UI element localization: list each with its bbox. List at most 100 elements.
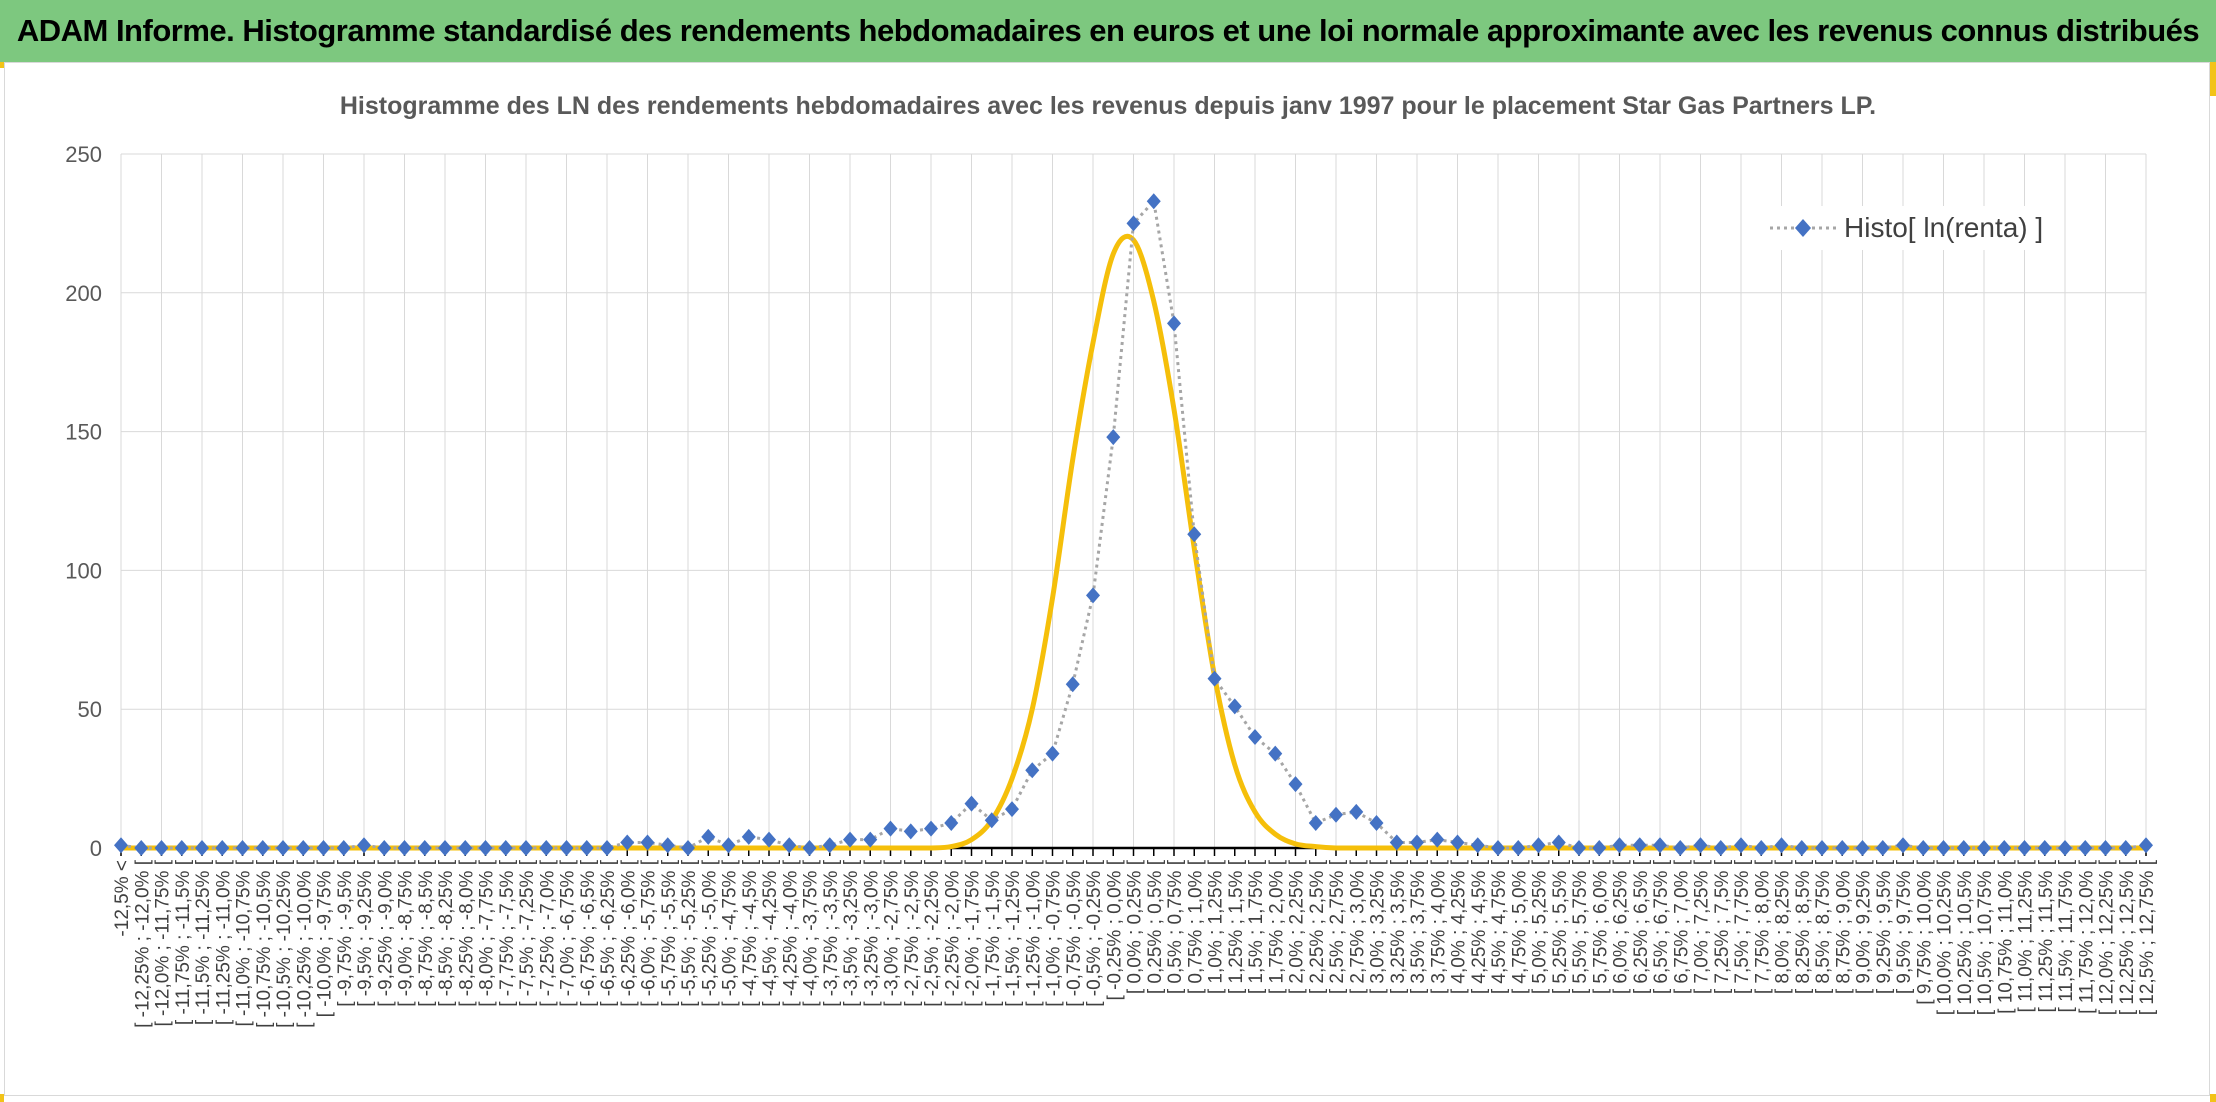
x-tick-label: [ 9,0% ; 9,25% [	[1854, 859, 1875, 994]
x-tick-label: [ -4,25% ; -4,0% [	[780, 859, 801, 1007]
x-tick-label: [ 7,5% ; 7,75% [	[1732, 859, 1753, 994]
histogram-point	[498, 840, 513, 856]
x-tick-label: [ -2,5% ; -2,25% [	[922, 859, 943, 1007]
x-tick-label: [ 7,0% ; 7,25% [	[1692, 859, 1713, 994]
x-tick-label: [ 2,0% ; 2,25% [	[1287, 859, 1308, 994]
histogram-point	[721, 837, 736, 854]
histogram-point	[1734, 837, 1748, 854]
histogram-point	[1653, 837, 1667, 854]
x-tick-label: [ 9,5% ; 9,75% [	[1894, 859, 1915, 994]
x-tick-label: [ 2,75% ; 3,0% [	[1347, 859, 1368, 994]
x-tick-label: [ 10,75% ; 11,0% [	[1995, 859, 2016, 1014]
histogram-point	[1065, 676, 1080, 693]
histogram-point	[1086, 587, 1100, 604]
x-tick-label: [ 0,75% ; 1,0% [	[1185, 859, 1206, 994]
histogram-point	[519, 840, 533, 856]
histogram-point	[1146, 193, 1161, 210]
histogram-point	[1329, 806, 1343, 823]
histogram-point	[1997, 840, 2012, 856]
histogram-point	[336, 840, 351, 856]
x-tick-label: [ 1,75% ; 2,0% [	[1266, 859, 1287, 994]
x-tick-label: [ 2,5% ; 2,75% [	[1327, 859, 1348, 994]
histogram-point	[539, 840, 554, 856]
histogram-point	[1774, 837, 1789, 854]
x-tick-label: [ -9,5% ; -9,25% [	[355, 859, 376, 1007]
histogram-point	[458, 840, 473, 856]
histogram-point	[195, 840, 209, 856]
histogram-point	[964, 795, 979, 812]
histogram-point	[1916, 840, 1931, 856]
x-tick-label: [ -11,5% ; -11,25% [	[193, 859, 214, 1025]
x-tick-label: [ -2,0% ; -1,75% [	[963, 859, 984, 1007]
x-tick-label: [ -9,0% ; -8,75% [	[396, 859, 417, 1007]
x-tick-label: [ 5,0% ; 5,25% [	[1530, 859, 1551, 994]
x-tick-label: [ 12,25% ; 12,5% [	[2117, 859, 2138, 1015]
x-tick-label: [ 6,75% ; 7,0% [	[1671, 859, 1692, 994]
x-tick-label: [ -6,5% ; -6,25% [	[598, 859, 619, 1007]
x-tick-label: [ 5,5% ; 5,75% [	[1570, 859, 1591, 994]
histogram-point	[782, 837, 797, 854]
x-tick-label: [ 11,5% ; 11,75% [	[2056, 859, 2077, 1012]
histogram-point	[1349, 803, 1364, 820]
histogram-point	[438, 840, 452, 856]
histogram-point	[1207, 670, 1222, 687]
x-tick-label: [ 6,5% ; 6,75% [	[1651, 859, 1672, 994]
x-tick-label: [ 10,5% ; 10,75% [	[1975, 859, 1996, 1015]
report-banner: ADAM Informe. Histogramme standardisé de…	[0, 0, 2216, 62]
histogram-point	[1693, 837, 1708, 854]
report-title: ADAM Informe. Histogramme standardisé de…	[16, 13, 2200, 48]
histogram-point	[296, 840, 311, 856]
x-tick-label: [ 9,25% ; 9,5% [	[1874, 859, 1895, 994]
histogram-point	[944, 815, 959, 832]
x-tick-label: [ -7,25% ; -7,0% [	[537, 859, 558, 1007]
x-tick-label: [ -8,75% ; -8,5% [	[416, 859, 437, 1007]
x-tick-label: [ -8,5% ; -8,25% [	[436, 859, 457, 1007]
x-tick-label: -12,5% <	[112, 860, 133, 937]
histogram-point	[741, 828, 756, 845]
x-tick-label: [ -3,0% ; -2,75% [	[882, 859, 903, 1007]
y-tick-label: 250	[65, 142, 102, 167]
histogram-point	[1268, 745, 1283, 762]
histogram-point	[1369, 815, 1384, 832]
corner-accent-bottom-right	[2210, 1094, 2216, 1102]
x-tick-label: [ -3,25% ; -3,0% [	[861, 859, 882, 1007]
histogram-point	[417, 840, 432, 856]
histogram-point	[1815, 840, 1829, 856]
histogram-point	[1956, 840, 1971, 856]
x-tick-label: [ -8,0% ; -7,75% [	[477, 859, 498, 1007]
corner-accent-bottom-left	[0, 1094, 4, 1102]
histogram-point	[660, 837, 675, 854]
histogram-point	[377, 840, 392, 856]
chart-title: Histogramme des LN des rendements hebdom…	[339, 92, 1877, 120]
histogram-point	[316, 840, 331, 856]
corner-accent-left	[0, 62, 4, 68]
x-tick-label: [ -1,25% ; -1,0% [	[1023, 859, 1044, 1007]
x-tick-label: [ 1,25% ; 1,5% [	[1226, 859, 1247, 994]
histogram-point	[883, 820, 898, 837]
histogram-point	[174, 840, 189, 856]
x-tick-label: [ -5,5% ; -5,25% [	[679, 859, 700, 1007]
histogram-point	[1936, 840, 1951, 856]
y-tick-label: 0	[90, 836, 102, 861]
histogram-point	[397, 840, 412, 856]
histogram-point	[1410, 834, 1424, 851]
x-tick-label: [ 8,0% ; 8,25% [	[1773, 859, 1794, 994]
y-tick-label: 150	[65, 420, 102, 445]
histogram-point	[1632, 837, 1647, 854]
histogram-point	[2078, 840, 2093, 856]
x-tick-label: [ -0,25% ; 0,0% [	[1104, 859, 1125, 1000]
x-tick-label: [ -6,75% ; -6,5% [	[578, 859, 599, 1007]
histogram-point	[1855, 840, 1870, 856]
x-tick-label: [ -5,25% ; -5,0% [	[699, 859, 720, 1007]
histogram-point	[762, 831, 776, 848]
x-tick-label: [ -4,0% ; -3,75% [	[801, 859, 822, 1007]
histogram-point	[1389, 834, 1404, 851]
x-tick-label: [ -9,25% ; -9,0% [	[375, 859, 396, 1007]
histogram-point	[903, 823, 918, 840]
x-tick-label: [ -5,0% ; -4,75% [	[720, 859, 741, 1007]
x-tick-label: [ -0,5% ; -0,25% [	[1084, 859, 1105, 1007]
x-tick-label: [ -5,75% ; -5,5% [	[659, 859, 680, 1007]
histogram-point	[1126, 215, 1141, 232]
x-tick-label: [ 0,25% ; 0,5% [	[1145, 859, 1166, 994]
